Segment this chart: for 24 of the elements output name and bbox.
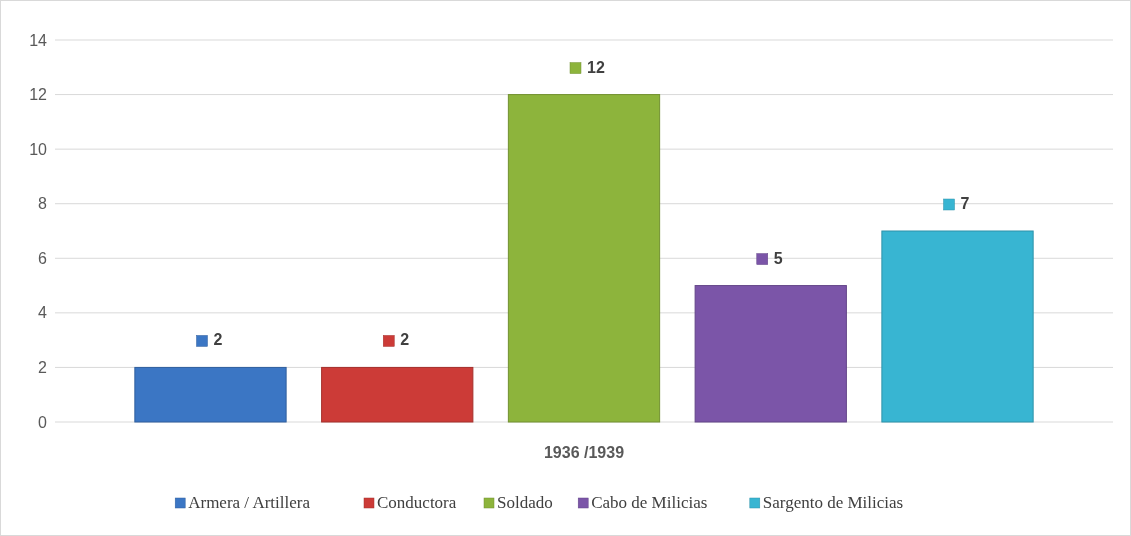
y-tick-label: 6	[38, 249, 48, 267]
legend-label: Sargento de Milicias	[762, 493, 904, 512]
y-tick-label: 14	[29, 31, 48, 49]
bar	[321, 366, 474, 423]
data-label: 2	[213, 331, 223, 349]
data-label: 2	[400, 331, 410, 349]
y-tick-label: 12	[29, 86, 48, 104]
data-label: 12	[587, 58, 605, 76]
y-tick-label: 8	[38, 195, 48, 213]
y-tick-label: 4	[38, 304, 48, 322]
legend-label: Soldado	[497, 493, 553, 512]
y-tick-label: 0	[38, 413, 48, 431]
bar	[134, 366, 287, 423]
x-tick-label: 1936 /1939	[543, 444, 625, 461]
data-label: 7	[960, 195, 970, 212]
bar	[881, 230, 1034, 423]
legend-label: Armera / Artillera	[188, 493, 311, 512]
bar	[507, 94, 661, 423]
legend-label: Cabo de Milicias	[591, 493, 708, 512]
data-label: 5	[773, 249, 783, 267]
bar	[694, 285, 847, 423]
y-tick-label: 10	[29, 140, 48, 158]
legend-label: Conductora	[377, 493, 457, 512]
y-tick-label: 2	[38, 359, 48, 377]
